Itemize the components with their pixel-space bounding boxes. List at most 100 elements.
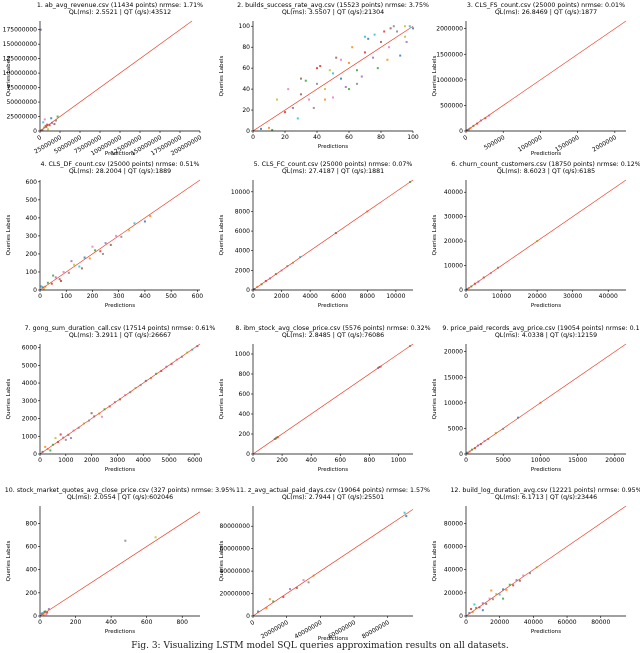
x-axis-label: Predictions	[531, 151, 561, 157]
data-point	[289, 588, 292, 591]
data-point	[408, 25, 411, 28]
data-point	[302, 579, 305, 582]
x-tick-label: 60	[345, 134, 353, 141]
data-point	[386, 58, 389, 61]
x-tick-label: 200	[87, 293, 99, 300]
y-tick-label: 6000	[22, 345, 37, 352]
data-point	[380, 365, 382, 368]
y-tick-label: 2000000	[436, 26, 463, 33]
data-point	[396, 30, 398, 33]
data-point	[53, 123, 56, 126]
data-point	[515, 579, 518, 582]
data-point	[49, 449, 52, 452]
data-point	[478, 606, 481, 609]
x-tick-label: 10000	[531, 457, 550, 464]
y-tick-label: 0	[33, 128, 37, 135]
data-point	[403, 511, 406, 514]
y-tick-label: 1500000	[436, 51, 463, 58]
panel-title: 5. CLS_FC_count.csv (25000 points) nrmse…	[254, 161, 413, 168]
y-tick-label: 1000000	[436, 77, 463, 84]
y-tick-label: 50000000	[6, 99, 37, 106]
diagonal-line	[252, 25, 414, 132]
data-point	[324, 98, 326, 101]
panel-subtitle: QL(ms): 27.4187 | QT (q/s):1881	[282, 168, 384, 175]
x-tick-label: 1000	[58, 457, 73, 464]
data-point	[133, 222, 136, 225]
data-point	[376, 67, 379, 70]
diagonal-line	[39, 20, 193, 132]
y-tick-label: 20000	[444, 590, 463, 597]
x-tick-label: 2000	[84, 457, 99, 464]
y-tick-label: 60000000	[219, 546, 250, 553]
y-tick-label: 600	[26, 179, 38, 186]
data-point	[46, 281, 49, 284]
x-tick-label: 600	[192, 293, 204, 300]
data-point	[304, 79, 307, 82]
panel-7: 7. gong_sum_duration_call.csv (17514 poi…	[6, 325, 215, 473]
x-tick-label: 600	[141, 619, 153, 626]
y-tick-label: 0	[246, 613, 250, 620]
data-point	[128, 229, 131, 232]
data-point	[260, 127, 262, 130]
y-tick-label: 0	[459, 128, 463, 135]
data-point	[307, 581, 310, 584]
data-point	[405, 40, 408, 43]
diagonal-line	[465, 179, 627, 291]
x-tick-label: 0	[251, 293, 255, 300]
data-point	[488, 114, 491, 117]
y-axis-label: Queries Labels	[6, 56, 12, 97]
y-tick-label: 10000	[231, 189, 250, 196]
data-point	[491, 598, 494, 601]
x-axis-label: Predictions	[318, 144, 348, 150]
y-tick-label: 40000	[444, 189, 463, 196]
data-point	[364, 35, 366, 38]
panel-title: 11. z_avg_actual_paid_days.csv (19064 po…	[236, 487, 430, 494]
data-point	[115, 234, 118, 237]
data-point	[296, 117, 299, 120]
data-point	[45, 613, 48, 616]
x-tick-label: 0	[38, 619, 42, 626]
panel-1: 1. ab_avg_revenue.csv (11434 points) nrm…	[3, 2, 204, 157]
x-axis-label: Predictions	[105, 629, 135, 635]
data-point	[356, 82, 358, 85]
x-tick-label: 100	[407, 134, 419, 141]
x-tick-label: 600	[335, 457, 347, 464]
data-point	[50, 117, 53, 120]
data-point	[154, 536, 157, 539]
data-point	[271, 128, 274, 131]
y-tick-label: 0	[33, 613, 37, 620]
x-axis-label: Predictions	[105, 303, 135, 309]
data-point	[40, 129, 43, 132]
data-point	[59, 279, 62, 282]
y-tick-label: 6000	[235, 228, 250, 235]
x-tick-label: 10000	[386, 293, 405, 300]
y-tick-label: 0	[246, 128, 250, 135]
x-tick-label: 6000	[187, 457, 202, 464]
x-tick-label: 100	[61, 293, 73, 300]
x-axis-label: Predictions	[531, 467, 561, 473]
panel-title: 9. price_paid_records_avg_price.csv (190…	[442, 325, 640, 332]
data-point	[367, 37, 370, 40]
data-point	[104, 242, 107, 245]
y-tick-label: 800	[26, 520, 38, 527]
data-point	[518, 579, 521, 582]
x-tick-label: 20000	[490, 619, 509, 626]
data-point	[90, 412, 93, 415]
x-tick-label: 6000	[331, 293, 346, 300]
panel-subtitle: QL(ms): 28.2004 | QT (q/s):1889	[69, 168, 171, 175]
panel-title: 12. build_log_duration_avg.csv (12221 po…	[450, 487, 640, 494]
data-point	[284, 111, 286, 114]
panel-subtitle: QL(ms): 3.5507 | QT (q/s):21304	[282, 9, 384, 16]
data-point	[268, 126, 270, 129]
y-tick-label: 20000	[444, 349, 463, 356]
y-tick-label: 100000000	[3, 70, 38, 77]
x-tick-label: 4000	[136, 457, 151, 464]
y-tick-label: 200	[26, 251, 38, 258]
y-tick-label: 800	[239, 371, 251, 378]
data-point	[276, 98, 278, 101]
data-point	[481, 602, 484, 605]
y-tick-label: 5000	[448, 425, 463, 432]
x-tick-label: 60000	[558, 619, 577, 626]
y-axis-label: Queries Labels	[432, 379, 438, 420]
panel-subtitle: QL(ms): 26.8469 | QT (q/s):1877	[495, 9, 597, 16]
